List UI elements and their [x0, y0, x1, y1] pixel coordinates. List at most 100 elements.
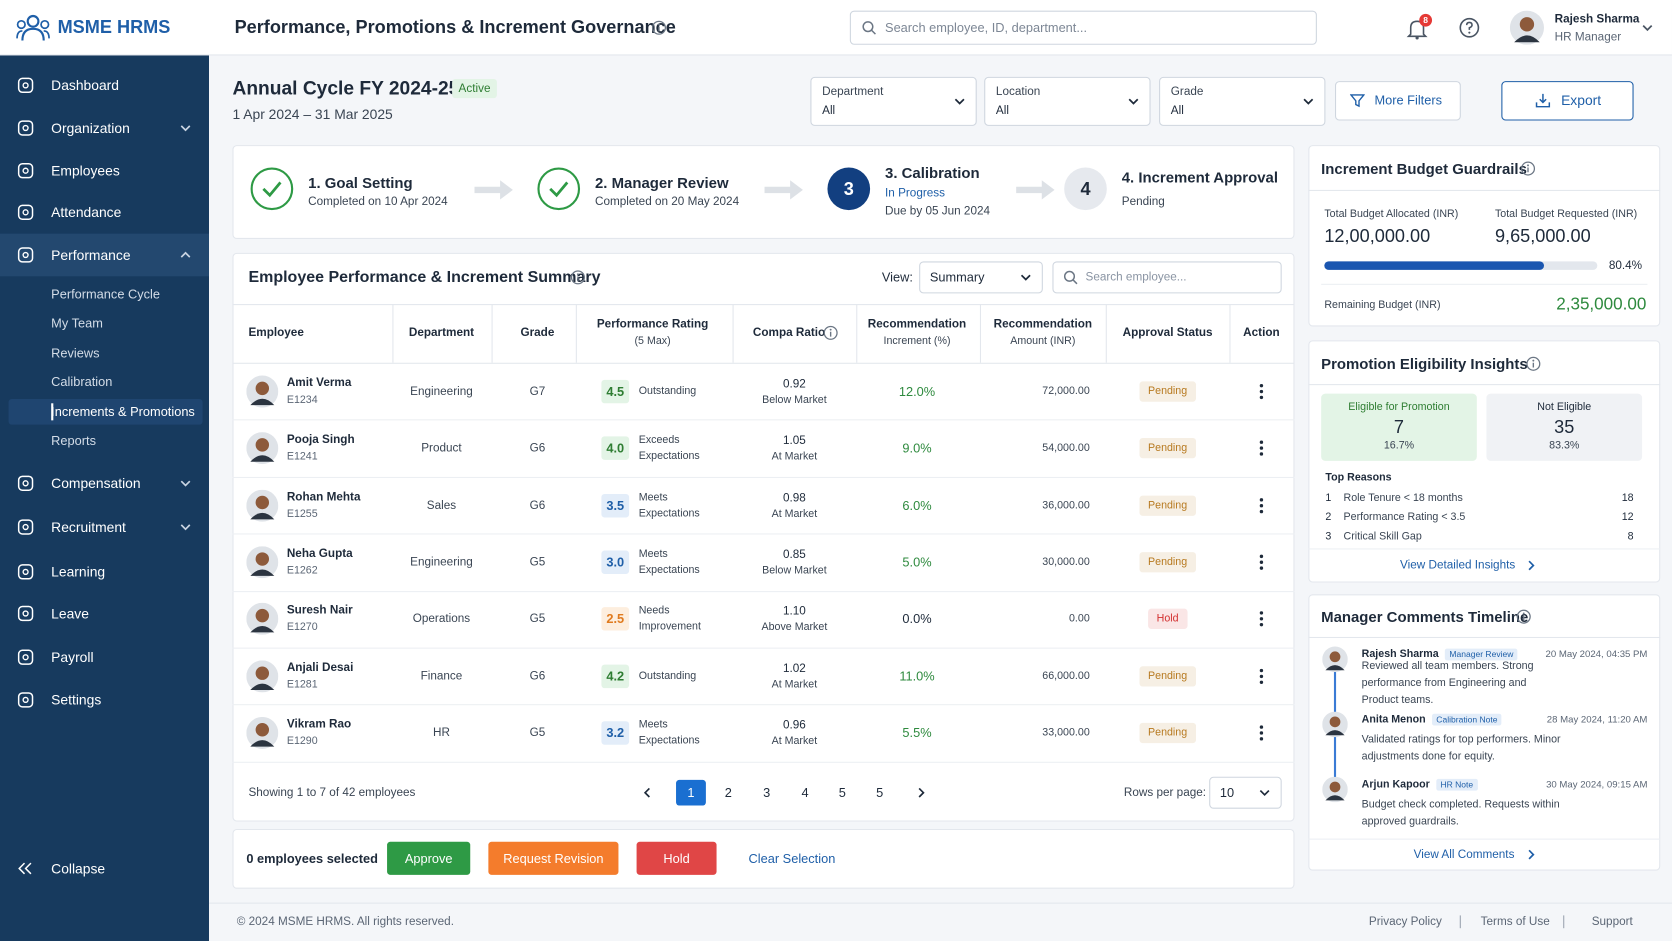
page-number[interactable]: 3 [763, 785, 771, 801]
page-number[interactable]: 1 [687, 785, 695, 801]
icon-part [250, 167, 294, 211]
cycle-dates: 1 Apr 2024 – 31 Mar 2025 [232, 106, 393, 123]
rows-per-page-select[interactable] [1209, 776, 1282, 809]
table-header-line [232, 362, 1295, 364]
reason-count: 8 [1627, 530, 1634, 543]
menu-item[interactable]: Settings [51, 691, 102, 708]
search-icon [862, 20, 877, 35]
user-role: HR Manager [1554, 30, 1622, 44]
reason-count: 18 [1621, 492, 1634, 505]
rating-label: Meets Expectations [638, 719, 700, 747]
icon-part [17, 120, 34, 136]
icon-part [17, 204, 34, 220]
submenu-item[interactable]: Increments & Promotions [51, 403, 195, 419]
employee-name: Pooja Singh [286, 433, 355, 447]
row-actions[interactable] [1258, 554, 1264, 571]
detailed-insights-link[interactable]: View Detailed Insights [1400, 559, 1516, 572]
step-circle [1064, 167, 1107, 211]
footer-line [208, 902, 1672, 904]
export-button[interactable] [1501, 81, 1634, 121]
footer-separator [1563, 915, 1565, 929]
icon-part [1329, 781, 1341, 793]
footer-link[interactable]: Support [1591, 915, 1633, 929]
clear-selection[interactable]: Clear Selection [748, 851, 836, 867]
notification-bell[interactable] [1406, 18, 1428, 40]
icon-part [1259, 452, 1264, 456]
hold-button[interactable] [636, 841, 717, 875]
menu-item[interactable]: Compensation [51, 475, 141, 492]
icon-part [17, 247, 34, 263]
page-number[interactable]: 4 [801, 785, 809, 801]
icon-part [1459, 17, 1480, 38]
filter-select[interactable] [810, 76, 977, 126]
approve-button[interactable] [387, 841, 471, 875]
request-revision-button[interactable] [488, 841, 619, 875]
menu-item[interactable]: Payroll [51, 649, 94, 666]
employee-id: E1234 [286, 393, 318, 406]
view-value: Summary [929, 269, 985, 285]
filter-select[interactable] [984, 76, 1151, 126]
rating-label: Outstanding [638, 385, 697, 398]
menu-item[interactable]: Organization [51, 120, 130, 137]
icon-part [17, 605, 34, 622]
menu-item[interactable]: Performance [51, 246, 131, 263]
row-actions[interactable] [1258, 725, 1264, 742]
page-active [676, 779, 706, 806]
grade: G7 [529, 384, 546, 398]
footer-link[interactable]: Terms of Use [1480, 915, 1550, 929]
eligibility-label: Not Eligible [1537, 401, 1592, 414]
step-status: Pending [1121, 195, 1165, 209]
allocated-label: Total Budget Allocated (INR) [1324, 208, 1459, 221]
employee-name: Vikram Rao [286, 718, 352, 731]
brand: MSME HRMS [57, 17, 171, 38]
page-number[interactable]: 2 [724, 785, 732, 801]
icon-part [1259, 509, 1264, 513]
collapse[interactable]: Collapse [51, 860, 106, 877]
table-search[interactable] [1052, 261, 1282, 294]
menu-item[interactable]: Dashboard [51, 77, 120, 94]
column-header: Action [1243, 326, 1280, 340]
requested: 9,65,000.00 [1494, 226, 1591, 247]
more-filters-button[interactable] [1335, 81, 1461, 121]
menu-item[interactable]: Learning [51, 563, 106, 580]
column-header: Performance Rating [596, 317, 709, 331]
menu-item[interactable]: Attendance [51, 204, 122, 221]
view-select[interactable] [919, 261, 1043, 294]
icon-part [22, 523, 29, 531]
submenu-item[interactable]: Calibration [51, 374, 113, 390]
comment-header: Rajesh Sharma Manager Review [1362, 647, 1518, 662]
submenu-item[interactable]: Reviews [51, 345, 100, 361]
column-header: Recommendation [993, 317, 1093, 331]
footer-link[interactable]: Privacy Policy [1368, 915, 1442, 929]
row-actions[interactable] [1258, 440, 1264, 457]
step-arrow [762, 178, 805, 201]
divider [1308, 838, 1661, 840]
submenu-item[interactable]: Performance Cycle [51, 286, 160, 302]
row-actions[interactable] [1258, 497, 1264, 514]
column-header: Department [408, 326, 475, 340]
comment-date: 30 May 2024, 09:15 AM [1546, 778, 1648, 790]
icon-part [1522, 612, 1525, 615]
row-actions[interactable] [1258, 668, 1264, 685]
row-divider [232, 761, 1295, 763]
menu-item[interactable]: Leave [51, 605, 89, 622]
menu-item[interactable]: Employees [51, 162, 120, 179]
icon-part [1406, 20, 1428, 38]
submenu-item[interactable]: My Team [51, 316, 103, 332]
icon-part [17, 247, 34, 263]
submenu-item[interactable]: Reports [51, 433, 97, 449]
help-icon[interactable] [1459, 17, 1480, 38]
all-comments-link[interactable]: View All Comments [1413, 848, 1515, 861]
icon-part [1535, 93, 1551, 108]
icon-part [250, 683, 275, 690]
page-number[interactable]: 5 [838, 785, 846, 801]
menu-icon [17, 246, 34, 263]
icon-part [1322, 646, 1348, 673]
filter-select[interactable] [1159, 76, 1326, 126]
row-actions[interactable] [1258, 611, 1264, 628]
search-box[interactable] [849, 10, 1317, 45]
menu-item[interactable]: Recruitment [51, 519, 126, 536]
icon-part [246, 489, 279, 522]
row-actions[interactable] [1258, 383, 1264, 400]
page-number[interactable]: 5 [876, 785, 884, 801]
